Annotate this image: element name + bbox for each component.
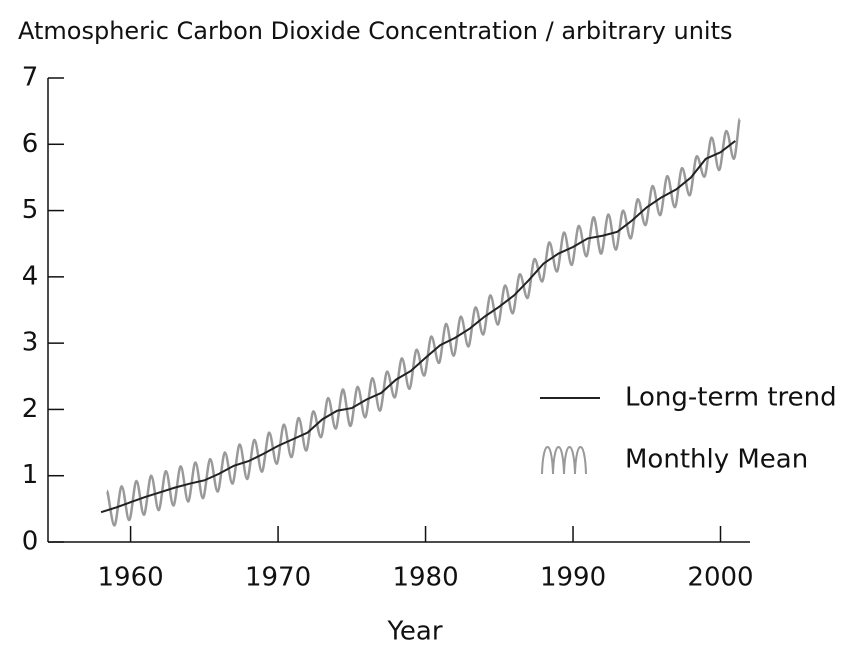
legend-label: Long-term trend	[625, 383, 837, 413]
legend-swatch	[541, 446, 587, 475]
x-axis-label: Year	[386, 617, 442, 647]
x-tick-label: 1960	[98, 563, 164, 593]
y-tick-label: 0	[22, 527, 39, 557]
y-tick-label: 5	[22, 195, 39, 225]
y-tick-label: 2	[22, 394, 39, 424]
y-tick-label: 6	[22, 129, 39, 159]
x-tick-label: 1980	[392, 563, 458, 593]
y-tick-label: 7	[22, 63, 39, 93]
y-tick-label: 3	[22, 328, 39, 358]
y-tick-label: 1	[22, 460, 39, 490]
x-tick-label: 2000	[687, 563, 753, 593]
series-line	[100, 140, 736, 514]
chart-title: Atmospheric Carbon Dioxide Concentration…	[18, 17, 733, 45]
y-tick-label: 4	[22, 261, 39, 291]
series-line	[105, 117, 741, 527]
x-tick-label: 1970	[245, 563, 311, 593]
x-tick-label: 1990	[540, 563, 606, 593]
legend-label: Monthly Mean	[625, 445, 808, 475]
